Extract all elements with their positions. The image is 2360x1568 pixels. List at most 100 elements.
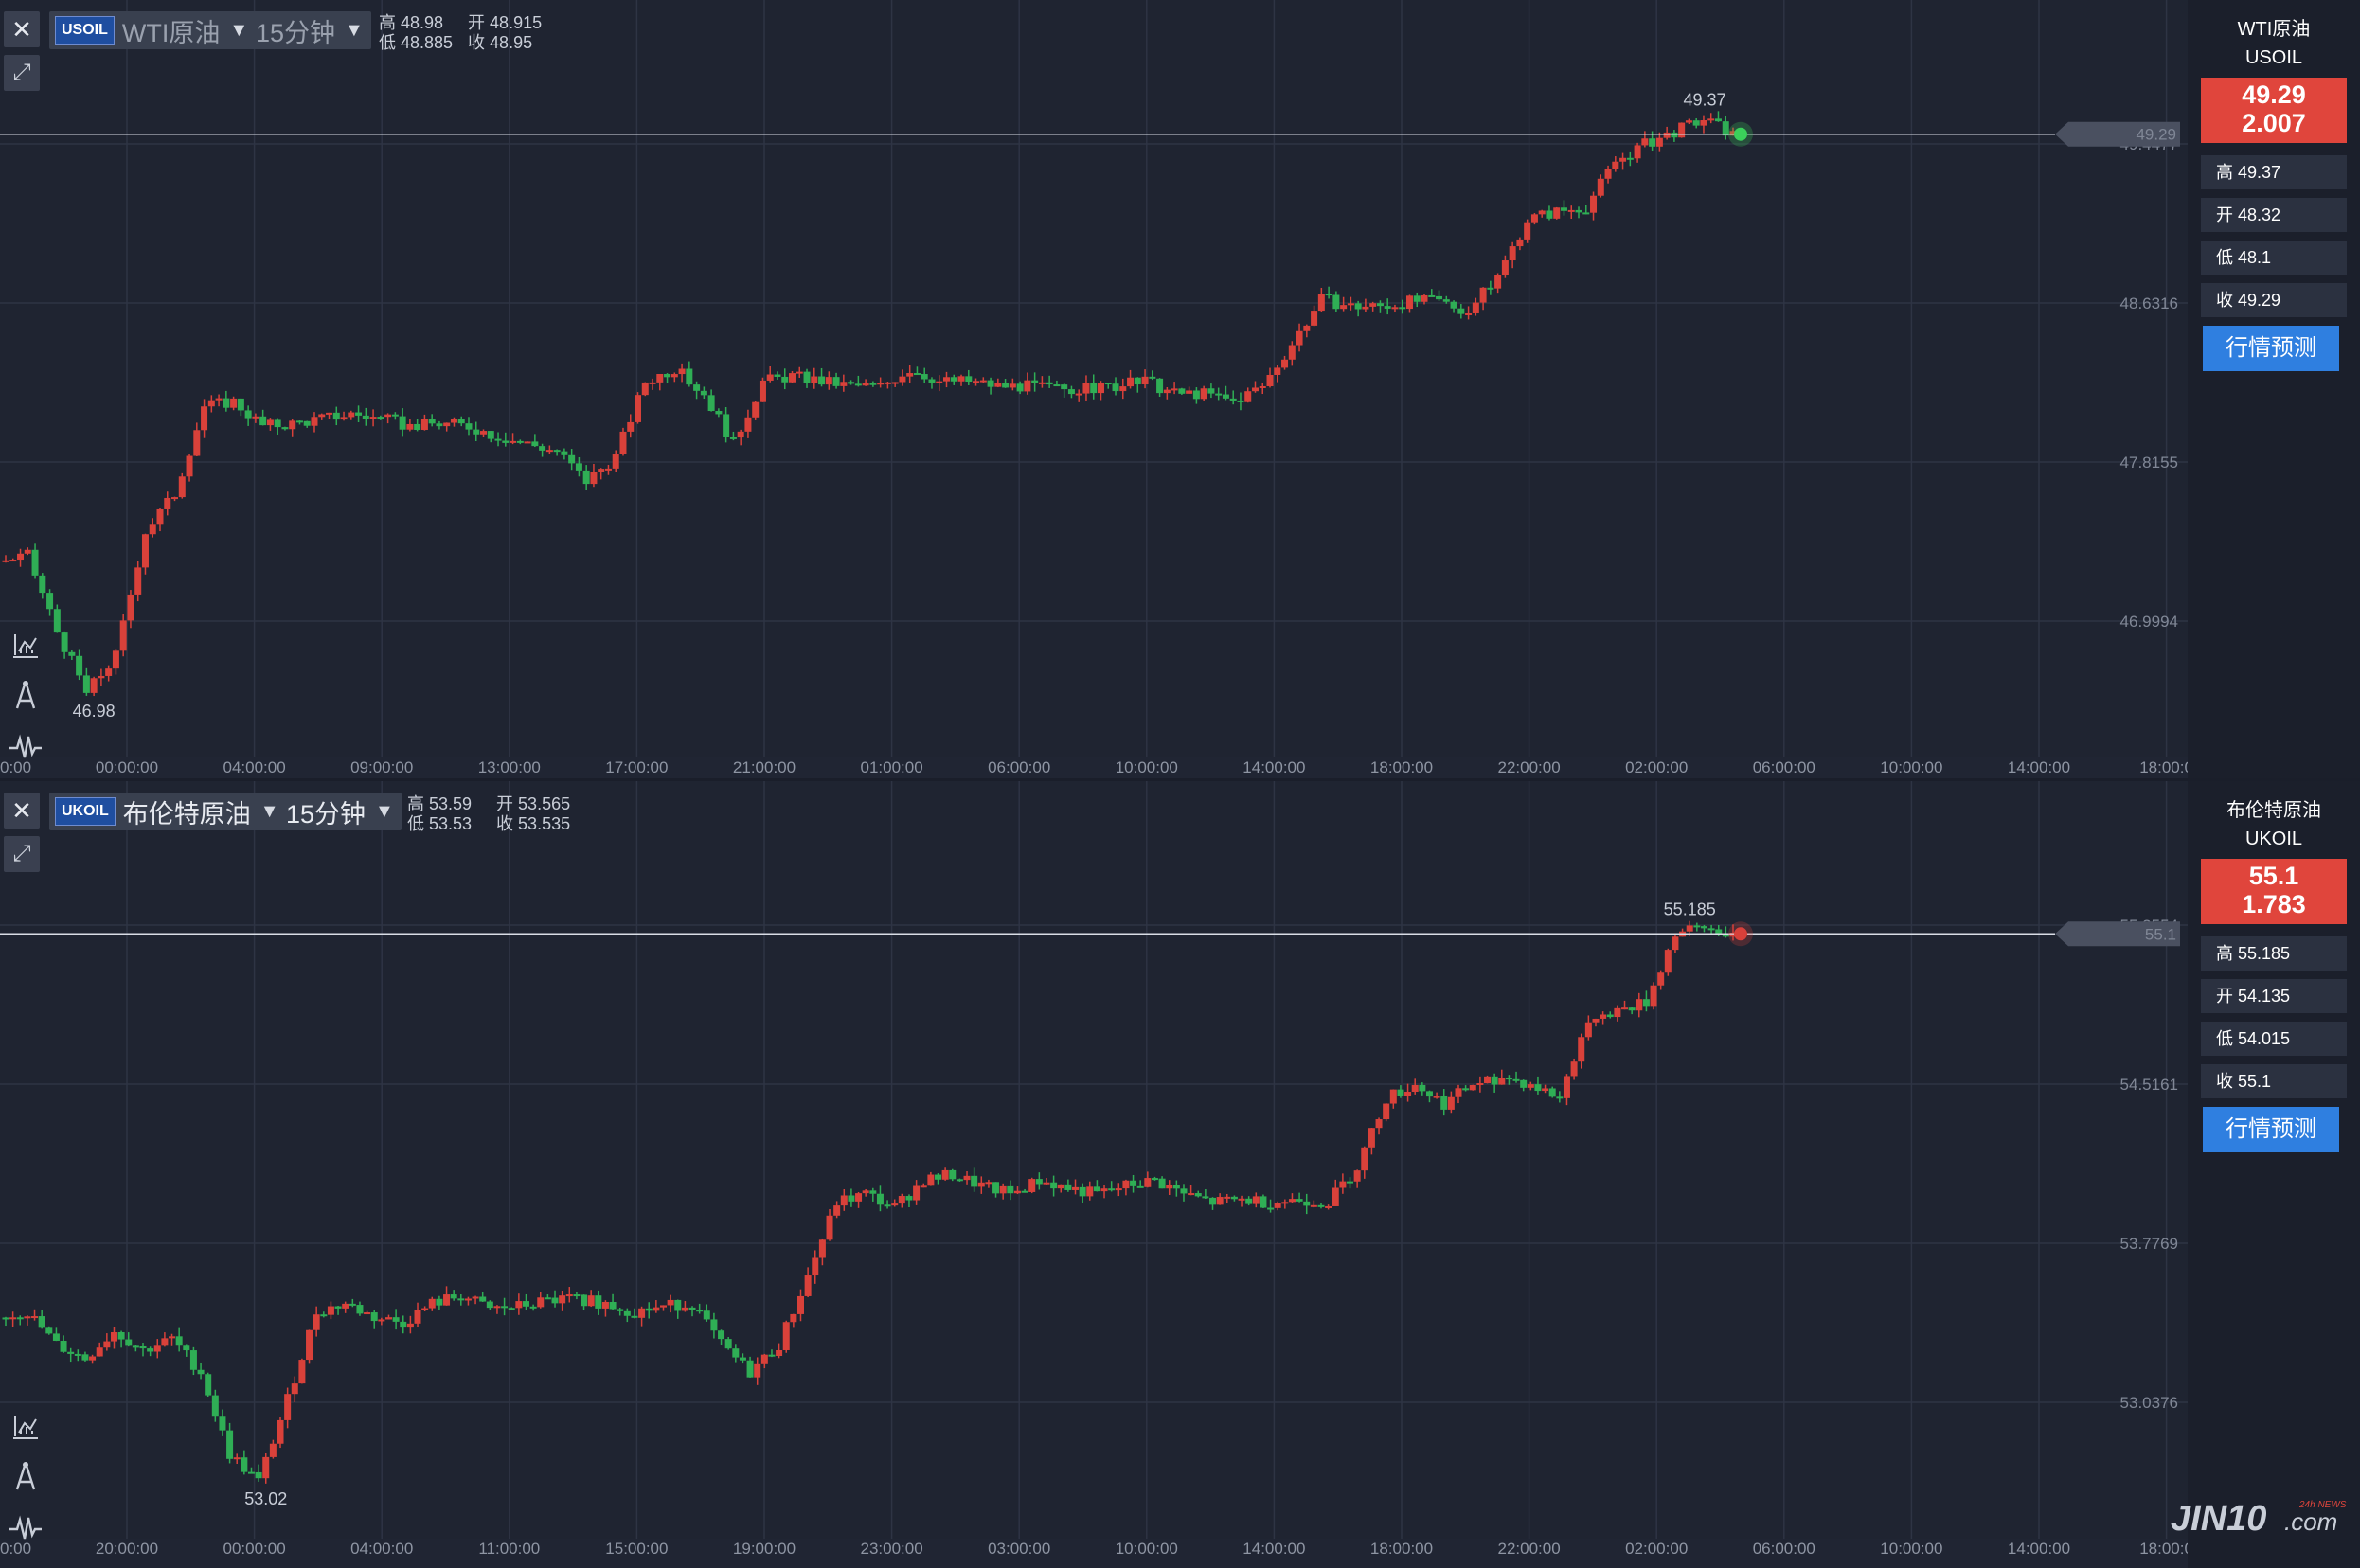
candle-body [1700,120,1707,126]
candle-body [67,1351,75,1354]
x-tick-label: 22:00:00 [1498,1540,1561,1558]
close-chart-button[interactable]: ✕ [4,793,40,829]
candle-body [1590,195,1598,213]
candle-body [1729,131,1737,136]
stat-low: 低 54.015 [2201,1022,2347,1056]
candle-body [818,376,826,385]
x-tick-label: 04:00:00 [350,1540,413,1558]
candle-body [193,430,201,456]
predict-button[interactable]: 行情预测 [2203,1107,2339,1152]
candle-body [1281,359,1289,368]
candle-body [568,454,576,464]
candle-body [617,1309,624,1311]
symbol-name: WTI原油 [121,18,221,47]
candle-body [1472,302,1479,313]
candle-body [1384,306,1391,309]
candle-body [601,1301,609,1309]
candle-body [52,1333,60,1341]
waveform-icon[interactable] [8,1510,44,1546]
candle-body [1144,1178,1152,1187]
candle-body [1606,1014,1614,1018]
candle-body [1043,1182,1050,1185]
x-tick-label: 10:00:00 [1116,758,1178,776]
y-tick-label: 53.0376 [2120,1394,2178,1412]
candle-body [752,401,760,418]
candle-body [252,416,259,419]
interval-selector[interactable]: 15分钟 ▼ [278,793,402,830]
candle-body [1130,1180,1137,1186]
indicator-chart-icon[interactable] [8,627,44,663]
candle-body [1657,972,1665,986]
candle-body [39,575,46,594]
interval-selector[interactable]: 15分钟 ▼ [248,11,371,49]
candle-body [479,1296,487,1302]
candle-body [2,1317,9,1320]
candle-body [700,390,707,396]
candle-body [670,374,678,378]
candle-body [1436,295,1443,300]
symbol-selector[interactable]: USOIL WTI原油 ▼ [49,11,257,49]
candlestick-chart[interactable]: 0:00 20:00:00 00:00:00 04:00:00 11:00:00 15:0… [0,781,2188,1568]
candle-body [450,419,457,423]
candle-body [1136,1185,1144,1188]
candle-body [1479,287,1487,303]
expand-icon[interactable]: ⤢ [4,836,40,872]
candle-body [81,1354,89,1361]
candle-body [1469,1085,1476,1091]
candle-body [1678,122,1686,138]
close-chart-button[interactable]: ✕ [4,11,40,47]
candle-body [1548,1088,1556,1097]
candle-body [862,383,869,386]
candle-body [604,468,612,471]
candle-body [612,454,619,469]
candle-body [985,1182,992,1185]
candle-body [392,1317,400,1322]
x-tick-label: 18:00:00 [1370,758,1433,776]
candle-body [877,383,885,385]
candle-body [921,374,928,380]
candle-body [1347,303,1354,306]
candle-body [949,1169,957,1180]
symbol-selector[interactable]: UKOIL 布伦特原油 ▼ [49,793,287,830]
drawing-tool-icon[interactable] [8,678,44,714]
candle-body [688,1307,696,1310]
candle-body [1421,294,1428,302]
candle-body [2,560,9,562]
candle-body [1202,1196,1209,1199]
interval-label: 15分钟 [256,18,336,47]
candle-body [1498,1078,1506,1085]
price-plot-area[interactable]: 0:00 00:00:00 04:00:00 09:00:00 13:00:00 17:0… [0,0,2188,776]
drawing-tool-icon[interactable] [8,1459,44,1495]
candlestick-chart[interactable]: 0:00 00:00:00 04:00:00 09:00:00 13:00:00 17:0… [0,0,2188,778]
candle-body [920,1185,927,1188]
candle-body [561,451,568,455]
candle-body [205,1374,212,1396]
candle-body [553,450,561,453]
candle-body [465,423,473,430]
candle-body [1028,1179,1036,1192]
candle-body [1582,212,1590,215]
candle-body [1600,1014,1607,1019]
candle-body [1031,380,1039,383]
candle-body [16,1317,24,1320]
predict-button[interactable]: 行情预测 [2203,326,2339,371]
candle-body [703,1310,710,1320]
stat-close: 收 55.1 [2201,1064,2347,1098]
candle-body [696,1310,704,1312]
candle-body [1509,246,1516,261]
candle-body [1621,1007,1629,1010]
y-tick-label: 53.7769 [2120,1235,2178,1253]
candle-body [1612,161,1619,169]
waveform-icon[interactable] [8,729,44,765]
indicator-chart-icon[interactable] [8,1408,44,1444]
candle-body [1361,1147,1368,1171]
candle-body [356,1305,364,1314]
candle-body [832,377,840,386]
price-plot-area[interactable]: 0:00 20:00:00 00:00:00 04:00:00 11:00:00 15:0… [0,781,2188,1558]
candle-body [746,1360,754,1378]
expand-icon[interactable]: ⤢ [4,55,40,91]
open-value: 53.565 [518,794,571,813]
candle-body [774,374,781,377]
candle-body [443,1294,451,1306]
candle-body [1288,1199,1296,1203]
